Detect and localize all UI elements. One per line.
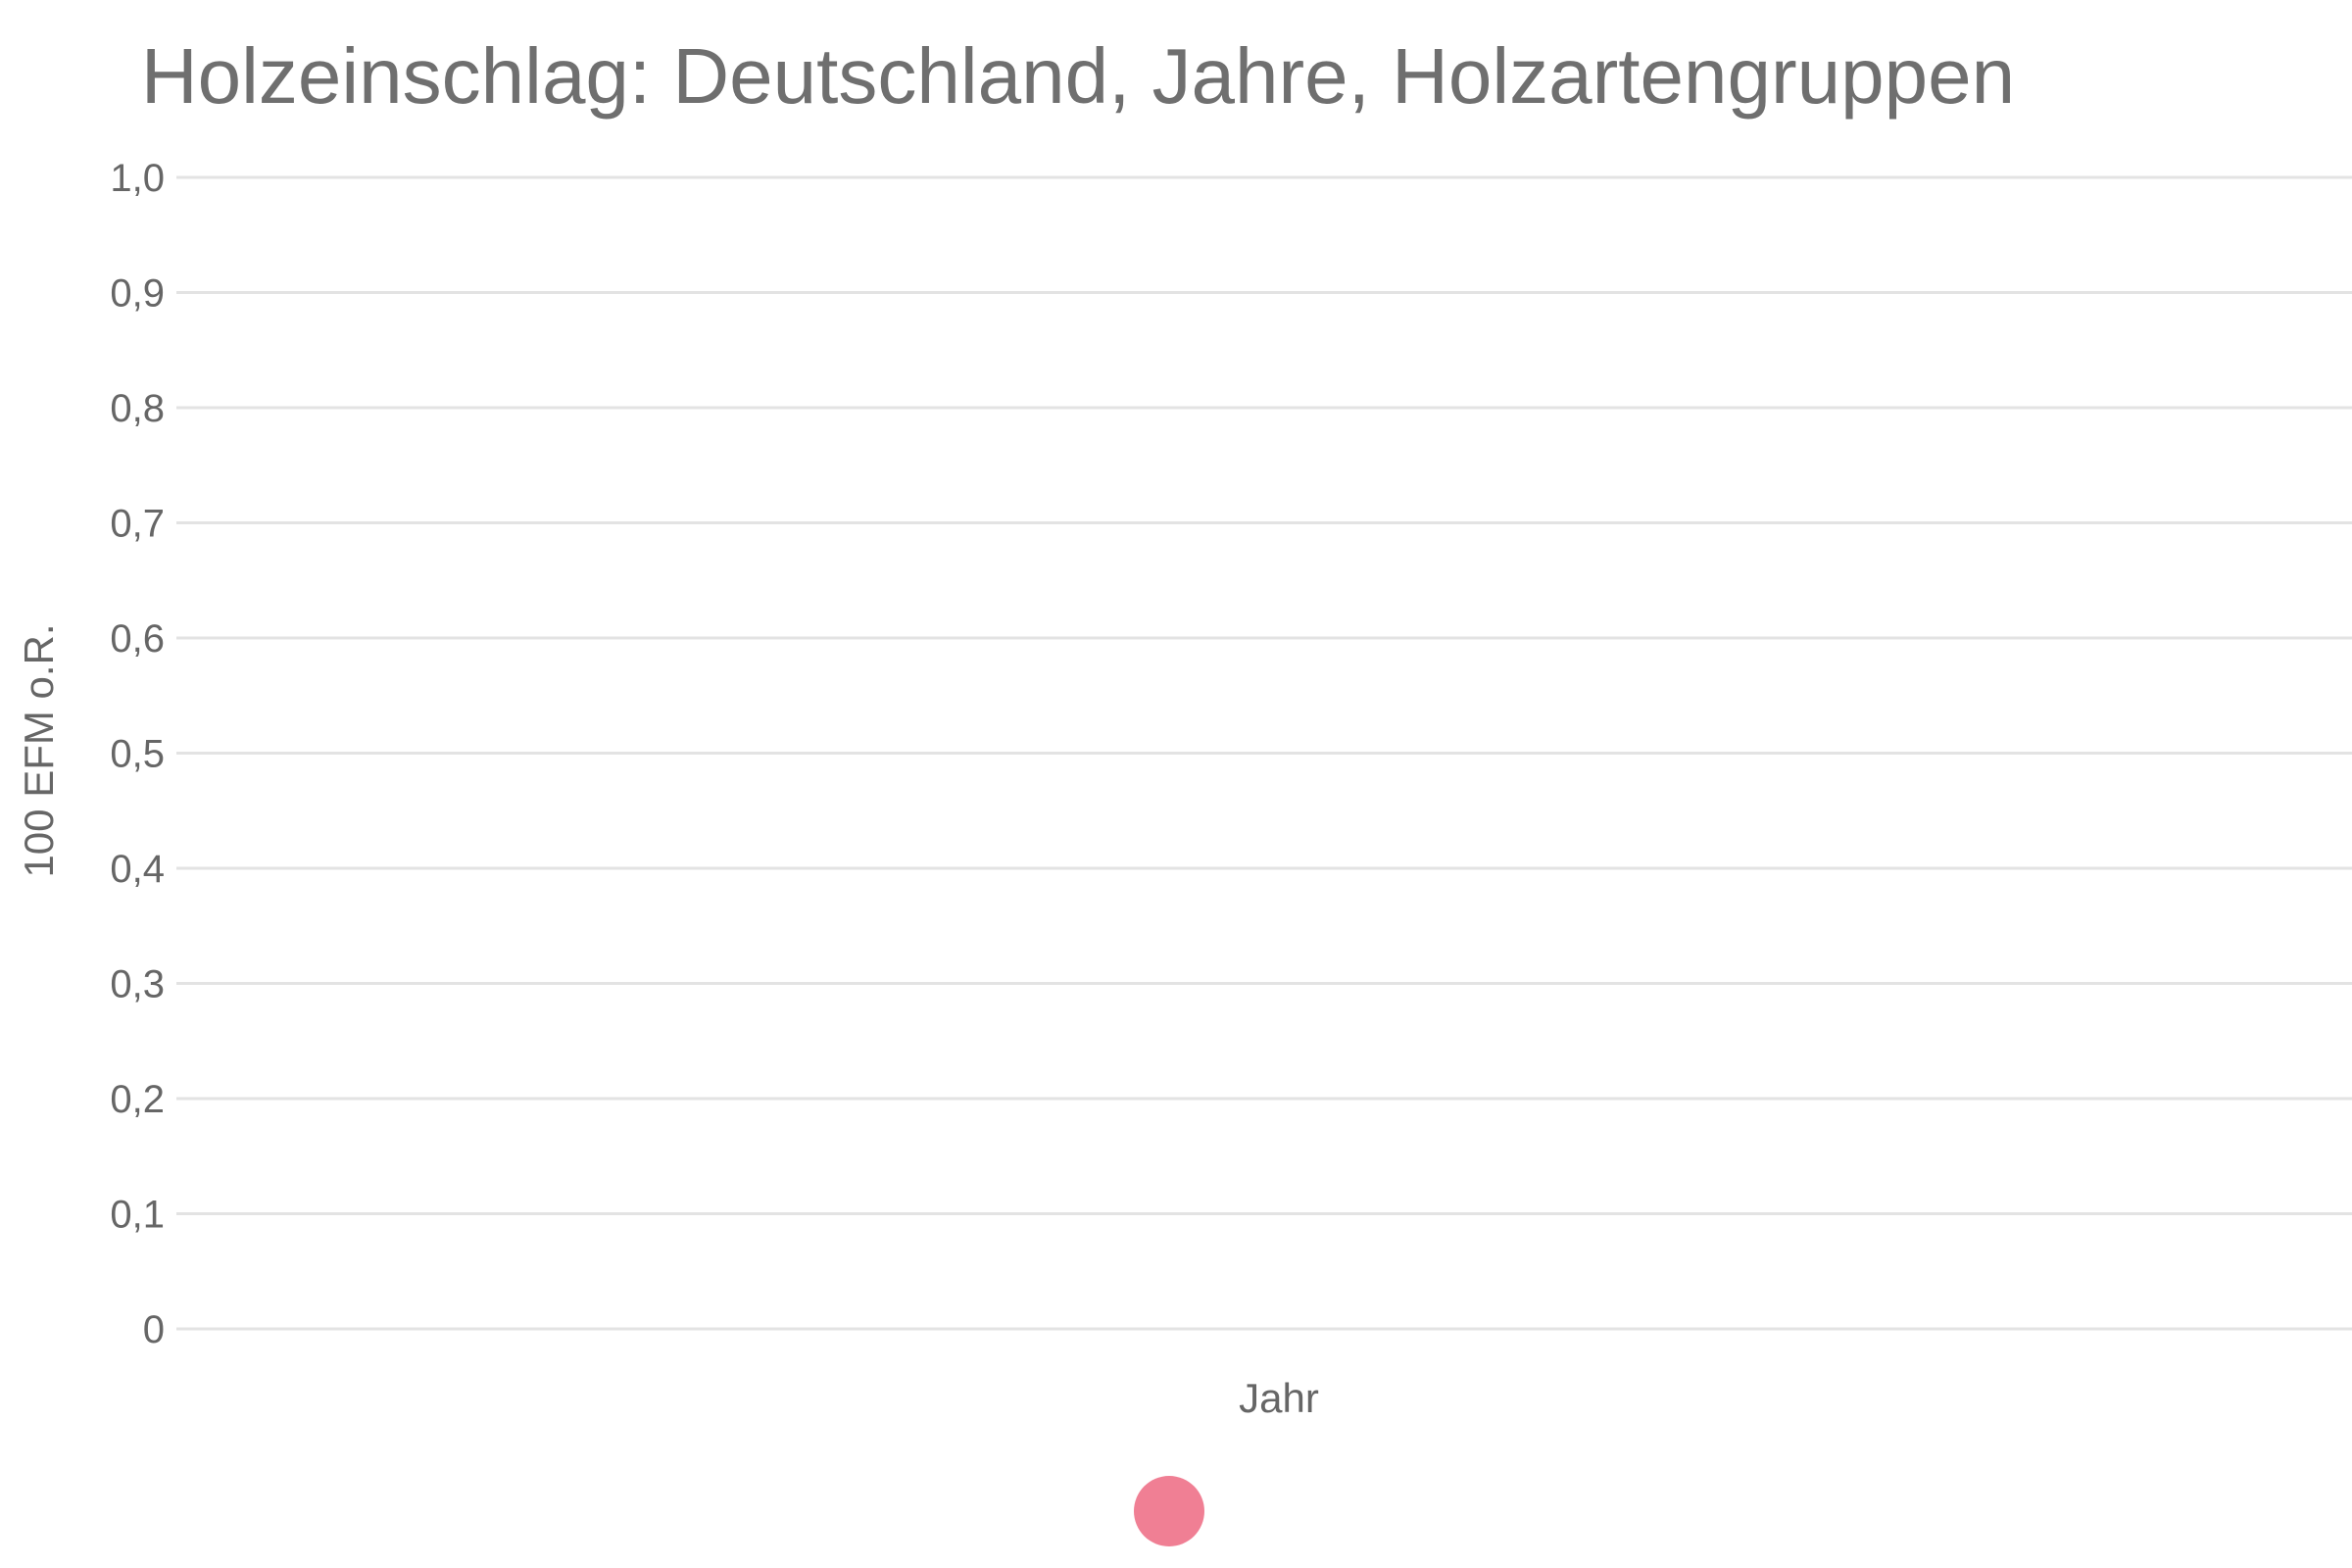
y-axis-label: 100 EFM o.R. <box>16 623 62 877</box>
y-tick-label: 0,2 <box>110 1078 165 1121</box>
y-tick-label: 0,8 <box>110 387 165 430</box>
y-tick-label: 1,0 <box>110 157 165 200</box>
y-tick-label: 0,7 <box>110 503 165 546</box>
y-tick-label: 0 <box>143 1308 165 1351</box>
legend-marker[interactable] <box>1134 1476 1204 1546</box>
legend <box>1134 1476 1204 1546</box>
y-tick-label: 0,3 <box>110 963 165 1006</box>
x-axis-label: Jahr <box>1239 1375 1319 1421</box>
y-tick-label: 0,6 <box>110 617 165 661</box>
y-tick-label: 0,1 <box>110 1194 165 1237</box>
y-gridlines <box>176 175 2352 1331</box>
y-tick-label: 0,5 <box>110 733 165 776</box>
chart-title: Holzeinschlag: Deutschland, Jahre, Holza… <box>141 32 2015 120</box>
y-tick-labels: 0 0,1 0,2 0,3 0,4 0,5 0,6 0,7 0,8 0,9 1,0 <box>110 157 165 1351</box>
y-tick-label: 0,4 <box>110 848 165 891</box>
y-tick-label: 0,9 <box>110 272 165 316</box>
